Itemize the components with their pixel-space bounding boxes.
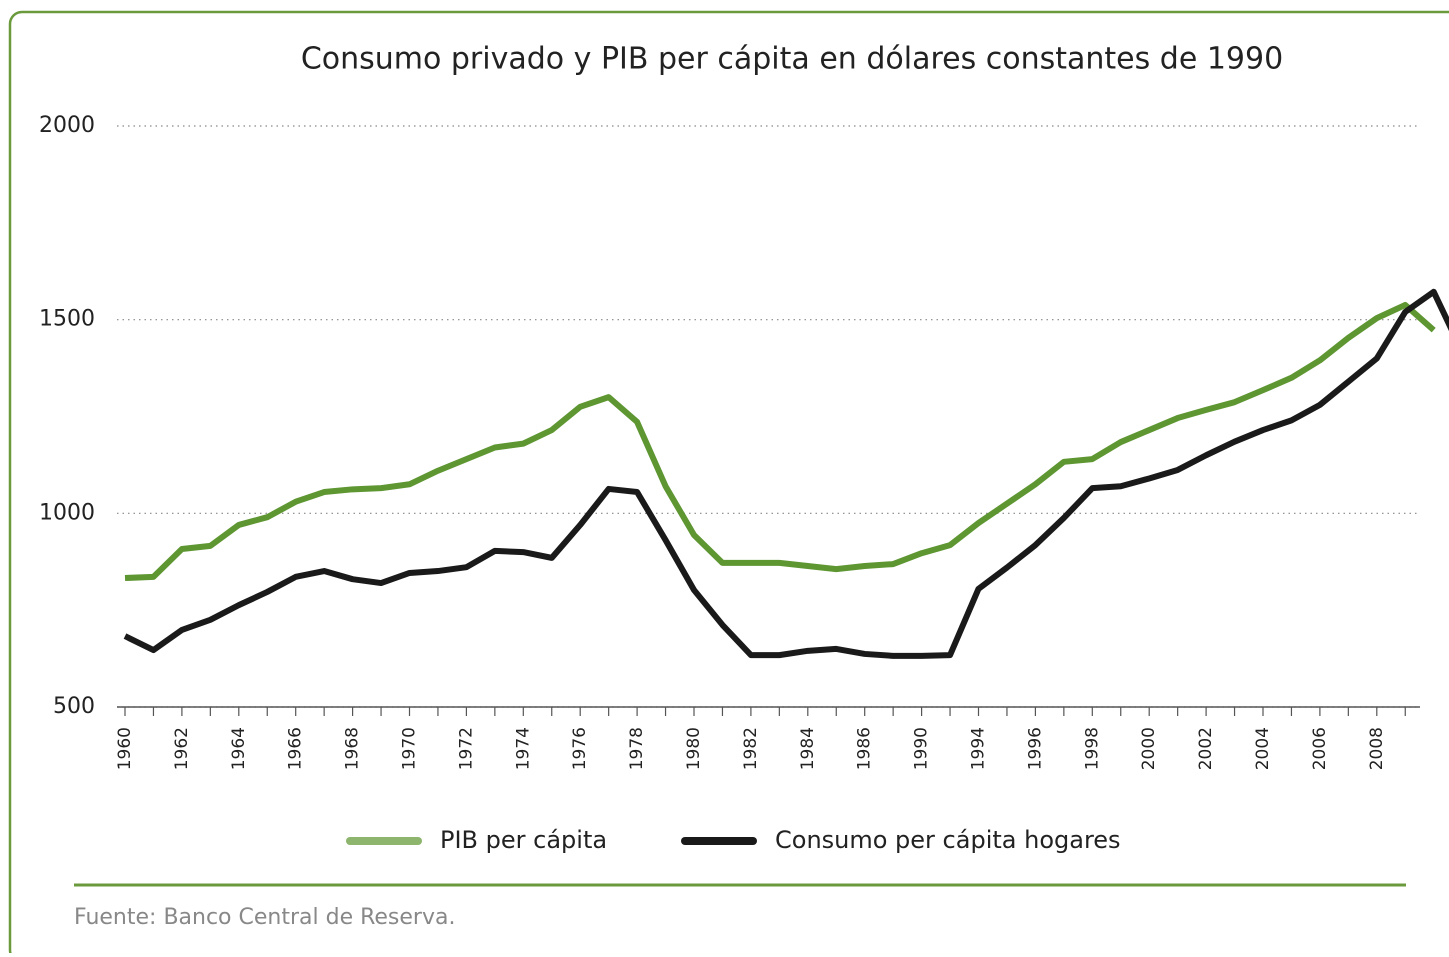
x-tick-label: 2002 [1196,727,1216,770]
x-tick-label: 1990 [912,727,932,770]
legend-label: Consumo per cápita hogares [775,826,1121,854]
legend-label: PIB per cápita [440,826,607,854]
frame [8,10,1449,957]
x-tick-label: 1970 [400,727,420,770]
x-tick-label: 1968 [343,727,363,770]
x-tick-label: 1964 [229,727,249,770]
y-tick-label: 500 [53,694,95,719]
series-line [124,301,1436,582]
x-tick-label: 1976 [570,727,590,770]
y-tick-label: 2000 [39,113,95,138]
x-tick-label: 2004 [1253,727,1273,770]
x-tick-label: 2000 [1139,727,1159,770]
source-note: Fuente: Banco Central de Reserva. [74,905,455,930]
chart-title: Consumo privado y PIB per cápita en dóla… [301,42,1283,77]
x-tick-label: 1966 [286,727,306,770]
x-tick-label: 1960 [115,727,135,770]
x-tick-label: 1994 [969,727,989,770]
x-tick-label: 1996 [1025,727,1045,770]
x-tick-label: 1984 [798,727,818,770]
x-tick-label: 1980 [684,727,704,770]
x-tick-label: 1974 [513,727,533,770]
x-tick-label: 2008 [1367,727,1387,770]
x-tick-label: 1978 [627,727,647,770]
x-tick-label: 1972 [456,727,476,770]
x-tick-label: 2006 [1310,727,1330,770]
x-tick-label: 1998 [1082,727,1102,770]
series-line [123,288,1449,659]
x-tick-label: 1962 [172,727,192,770]
y-tick-label: 1000 [39,500,95,525]
x-tick-label: 1986 [855,727,875,770]
y-tick-label: 1500 [39,307,95,332]
x-tick-label: 1982 [741,727,761,770]
